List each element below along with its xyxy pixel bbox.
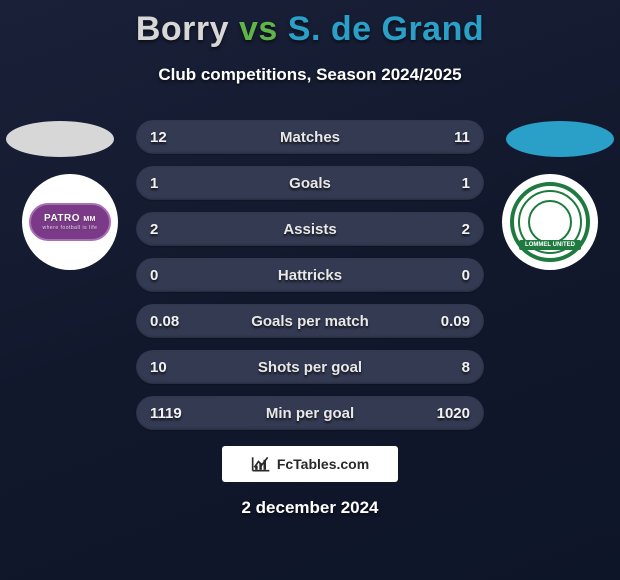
- stat-value-left: 0.08: [150, 313, 179, 330]
- stat-value-right: 1020: [437, 405, 470, 422]
- brand-footer: FcTables.com: [222, 446, 398, 482]
- stat-value-right: 1: [462, 175, 470, 192]
- subtitle: Club competitions, Season 2024/2025: [0, 65, 620, 85]
- stat-value-left: 12: [150, 129, 167, 146]
- badge-right-ribbon: LOMMEL UNITED: [519, 240, 581, 250]
- stat-value-left: 2: [150, 221, 158, 238]
- badge-left-tagline: where football is life: [43, 225, 98, 231]
- h2h-infographic: Borry vs S. de Grand Club competitions, …: [0, 0, 620, 580]
- stat-value-right: 11: [454, 129, 470, 146]
- chart-icon: [251, 454, 271, 474]
- stat-row: 0Hattricks0: [136, 258, 484, 292]
- stat-value-right: 8: [462, 359, 470, 376]
- brand-text: FcTables.com: [277, 456, 369, 472]
- stat-label: Assists: [136, 221, 484, 238]
- stat-value-right: 0: [462, 267, 470, 284]
- stat-label: Goals per match: [136, 313, 484, 330]
- stat-row: 0.08Goals per match0.09: [136, 304, 484, 338]
- stat-row: 10Shots per goal8: [136, 350, 484, 384]
- stat-label: Goals: [136, 175, 484, 192]
- stat-label: Shots per goal: [136, 359, 484, 376]
- date-label: 2 december 2024: [0, 498, 620, 518]
- stat-row: 12Matches11: [136, 120, 484, 154]
- stat-value-left: 10: [150, 359, 167, 376]
- badge-right-ball: [528, 200, 572, 244]
- club-badge-left: PATRO MM where football is life: [22, 174, 118, 270]
- stat-label: Matches: [136, 129, 484, 146]
- stat-value-right: 0.09: [441, 313, 470, 330]
- title-vs: vs: [239, 10, 278, 48]
- stat-value-left: 1119: [150, 405, 182, 422]
- left-ellipse: [6, 121, 114, 157]
- stat-row: 1Goals1: [136, 166, 484, 200]
- title-player-right: S. de Grand: [288, 10, 484, 48]
- stat-value-left: 0: [150, 267, 158, 284]
- stat-value-right: 2: [462, 221, 470, 238]
- stat-row: 2Assists2: [136, 212, 484, 246]
- stat-label: Hattricks: [136, 267, 484, 284]
- stats-list: 12Matches111Goals12Assists20Hattricks00.…: [136, 120, 484, 442]
- club-badge-right: LOMMEL UNITED: [502, 174, 598, 270]
- badge-left-text: PATRO MM: [44, 213, 96, 224]
- stat-label: Min per goal: [136, 405, 484, 422]
- stat-row: 1119Min per goal1020: [136, 396, 484, 430]
- club-badge-right-inner: LOMMEL UNITED: [510, 182, 590, 262]
- title-player-left: Borry: [136, 10, 229, 48]
- page-title: Borry vs S. de Grand: [0, 0, 620, 49]
- club-badge-left-inner: PATRO MM where football is life: [29, 203, 111, 241]
- right-ellipse: [506, 121, 614, 157]
- stat-value-left: 1: [150, 175, 158, 192]
